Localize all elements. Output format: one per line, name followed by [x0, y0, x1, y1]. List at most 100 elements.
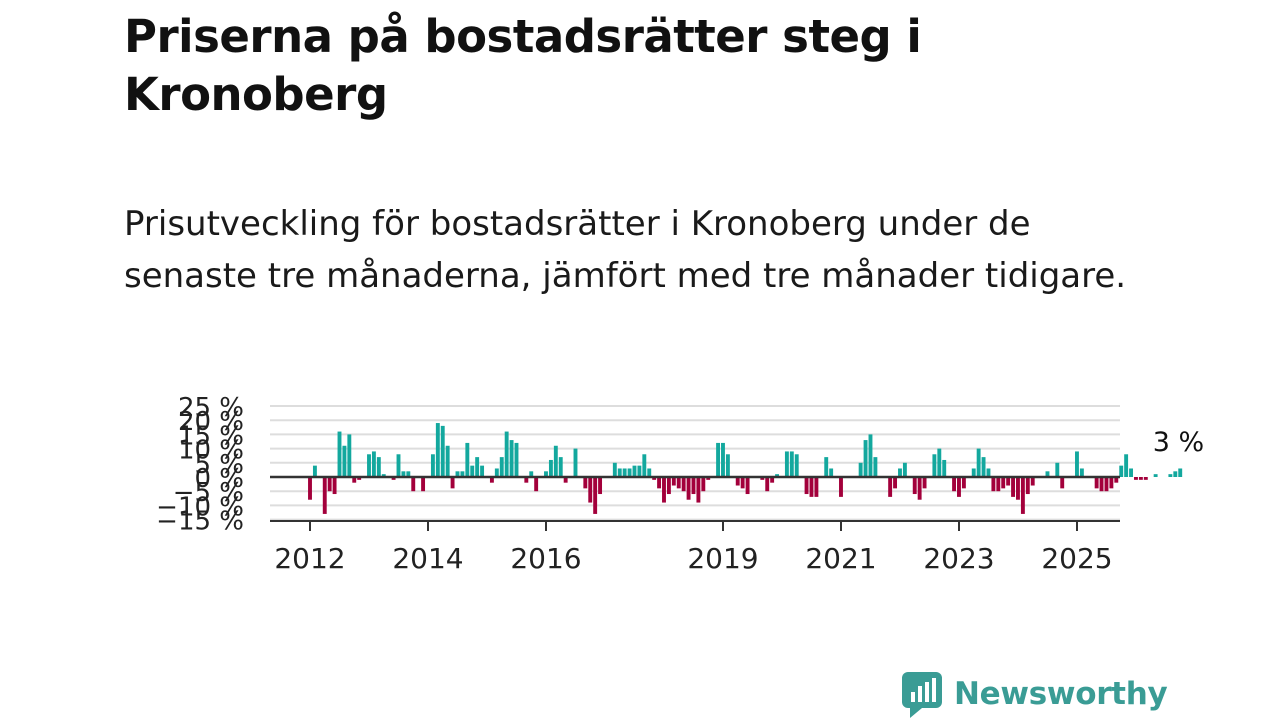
bar: [868, 434, 873, 477]
bar: [1030, 477, 1035, 486]
bar: [686, 477, 691, 500]
bar: [662, 477, 666, 503]
bar: [371, 451, 376, 477]
bar: [391, 477, 396, 480]
chart-subtitle: Prisutveckling för bostadsrätter i Krono…: [124, 204, 1127, 296]
bar: [671, 477, 676, 486]
bar: [735, 477, 740, 486]
bar: [839, 477, 843, 497]
bar: [435, 423, 440, 477]
bar: [322, 477, 327, 514]
bar: [622, 468, 627, 477]
bar: [529, 471, 534, 477]
bar: [814, 477, 819, 497]
bar: [804, 477, 809, 495]
bar: [996, 477, 1001, 492]
bar: [352, 477, 357, 483]
bar: [593, 477, 598, 514]
bar: [440, 425, 445, 477]
bar: [332, 477, 337, 495]
bar: [760, 477, 765, 480]
bar: [588, 477, 593, 503]
bar: [981, 457, 986, 477]
bar: [770, 477, 775, 483]
bar: [1138, 477, 1143, 480]
bar: [1104, 477, 1109, 492]
bar: [312, 465, 317, 477]
y-tick-label: 25 %: [178, 393, 244, 423]
bar: [961, 477, 966, 489]
bar: [775, 474, 780, 477]
bar: [922, 477, 927, 489]
bar: [627, 468, 632, 477]
x-tick-label: 2021: [805, 542, 876, 575]
bar: [858, 462, 863, 477]
bar: [401, 471, 406, 477]
bar: [514, 442, 519, 477]
bar: [1168, 474, 1173, 477]
last-value-label: 3 %: [1153, 427, 1204, 458]
bar: [809, 477, 814, 497]
x-tick-label: 2019: [687, 542, 758, 575]
bar: [1178, 468, 1183, 477]
bar: [893, 477, 898, 489]
bar: [1124, 454, 1129, 477]
bar: [475, 457, 480, 477]
bar: [937, 448, 942, 477]
bar: [721, 442, 725, 477]
bar: [489, 477, 494, 483]
bar: [976, 448, 981, 477]
brand-logo: Newsworthy: [902, 670, 1168, 718]
bar: [1109, 477, 1114, 489]
bar: [794, 454, 799, 477]
bar-chart: 25 %20 %15 %10 %5 %0 %−5 %−10 %−15 % 2012…: [156, 393, 1204, 575]
bar: [740, 477, 745, 489]
bar: [337, 431, 342, 477]
bar: [1016, 477, 1020, 500]
bar: [1001, 477, 1006, 489]
bar: [725, 454, 730, 477]
y-tick-label: 15 %: [178, 421, 244, 451]
bar: [583, 477, 588, 489]
bar: [598, 477, 603, 495]
bar: [681, 477, 686, 492]
bar: [1060, 477, 1065, 489]
bar: [701, 477, 706, 492]
bar: [917, 477, 922, 500]
bar: [367, 454, 371, 477]
x-tick-label: 2025: [1041, 542, 1112, 575]
y-tick-label: 0 %: [194, 464, 244, 494]
bar: [1055, 462, 1060, 477]
bar: [381, 474, 386, 477]
bar: [1134, 477, 1138, 480]
bar: [986, 468, 991, 477]
bar: [504, 431, 509, 477]
bar: [902, 462, 907, 477]
x-tick-label: 2023: [923, 542, 994, 575]
bar: [1114, 477, 1119, 483]
bar: [824, 457, 829, 477]
bar: [357, 477, 362, 480]
bar: [657, 477, 662, 489]
y-tick-label: −10 %: [156, 492, 244, 522]
bar: [450, 477, 455, 489]
bar: [676, 477, 681, 489]
newsworthy-logo-icon: [902, 672, 942, 718]
bar: [406, 471, 411, 477]
bar: [696, 477, 701, 503]
bar: [829, 468, 834, 477]
bar: [765, 477, 770, 492]
y-tick-label: −5 %: [173, 478, 244, 508]
bar: [789, 451, 794, 477]
bar: [912, 477, 917, 495]
bar: [430, 454, 435, 477]
bar: [784, 451, 789, 477]
bar: [396, 454, 401, 477]
bar: [952, 477, 957, 492]
bar: [706, 477, 711, 480]
x-tick-label: 2016: [510, 542, 581, 575]
bar: [376, 457, 381, 477]
bar: [480, 465, 485, 477]
bar: [1119, 465, 1124, 477]
bar: [666, 477, 671, 495]
